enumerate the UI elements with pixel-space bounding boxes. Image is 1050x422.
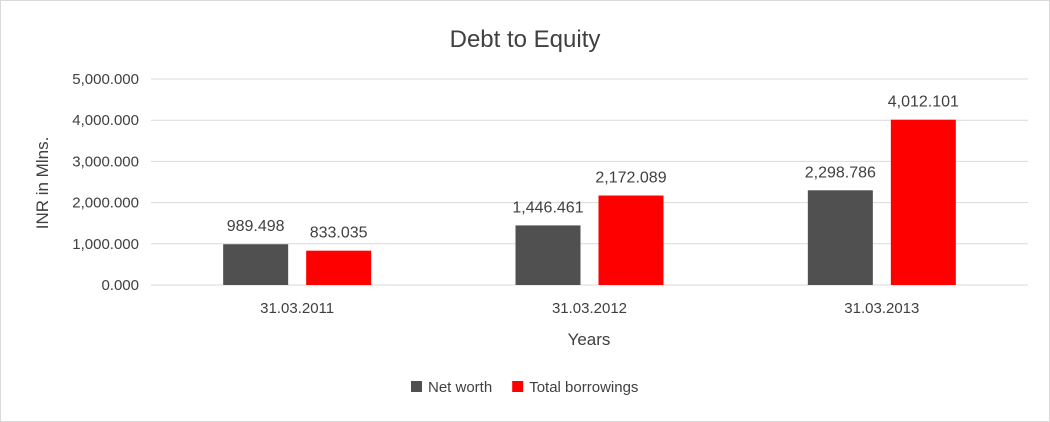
chart-title: Debt to Equity <box>450 26 601 53</box>
legend-swatch <box>411 381 422 392</box>
bar-total-borrowings <box>306 250 372 285</box>
legend: Net worth Total borrowings <box>411 379 638 396</box>
legend-swatch <box>512 381 524 392</box>
bar-net-worth <box>515 225 581 285</box>
legend-label: Net worth <box>428 379 492 396</box>
y-tick-label: 1,000.000 <box>72 236 139 253</box>
data-labels: 989.498 833.035 1,446.461 2,172.089 2,298.78… <box>227 94 959 242</box>
grid-lines <box>151 78 1028 286</box>
x-tick-label: 31.03.2011 <box>260 300 334 317</box>
data-label: 833.035 <box>310 225 368 242</box>
bar-net-worth <box>807 190 873 285</box>
legend-label: Total borrowings <box>529 379 638 396</box>
data-label: 1,446.461 <box>512 199 583 216</box>
x-tick-label: 31.03.2013 <box>844 300 919 317</box>
data-label: 2,298.786 <box>805 164 876 181</box>
data-label: 4,012.101 <box>888 94 959 111</box>
y-tick-label: 4,000.000 <box>72 112 139 129</box>
y-tick-label: 2,000.000 <box>72 195 139 212</box>
bar-total-borrowings <box>890 119 956 285</box>
x-tick-label: 31.03.2012 <box>552 300 627 317</box>
bar-total-borrowings <box>598 195 664 285</box>
y-tick-label: 3,000.000 <box>72 153 139 170</box>
data-label: 989.498 <box>227 218 285 235</box>
y-axis-label: INR in Mlns. <box>33 137 52 230</box>
x-axis-label: Years <box>568 330 611 349</box>
bars <box>223 119 956 285</box>
y-tick-label: 0.000 <box>101 277 139 294</box>
y-tick-label: 5,000.000 <box>72 71 139 88</box>
x-axis-ticks: 31.03.2011 31.03.2012 31.03.2013 <box>260 300 919 317</box>
y-axis-ticks: 0.000 1,000.000 2,000.000 3,000.000 4,000.00… <box>72 71 139 294</box>
data-label: 2,172.089 <box>595 170 666 187</box>
bar-net-worth <box>223 244 289 285</box>
